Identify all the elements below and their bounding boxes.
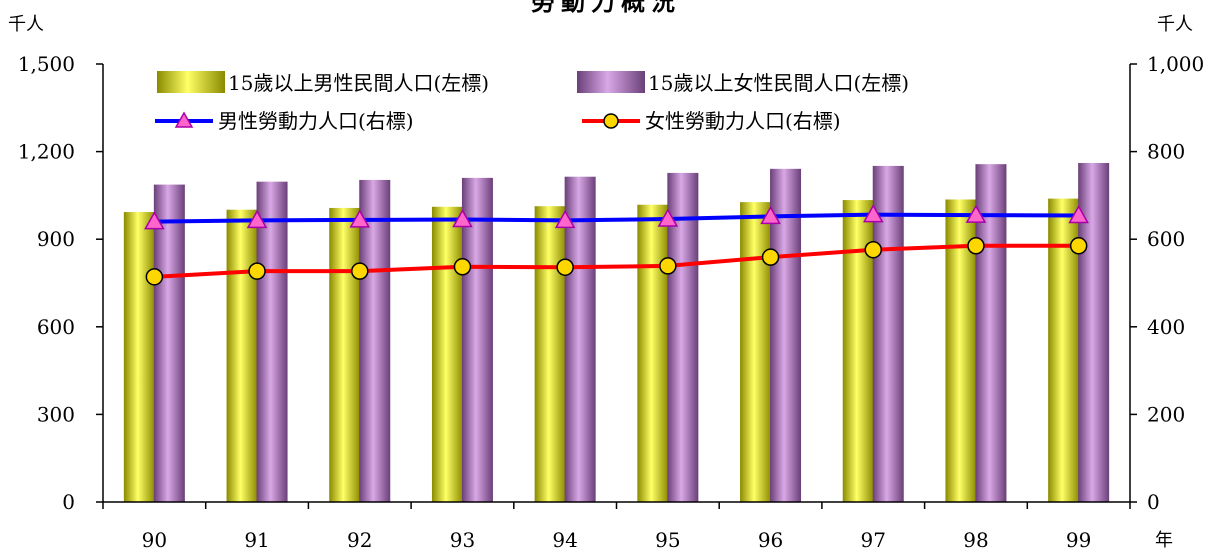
legend-marker-female-labor	[603, 113, 619, 129]
x-tick-label-93: 93	[450, 528, 475, 552]
x-tick-label-94: 94	[552, 528, 577, 552]
marker-female-labor-92	[351, 262, 369, 280]
marker-male-labor-90	[144, 211, 165, 230]
x-tick-label-90: 90	[142, 528, 167, 552]
left-tick-label-0: 0	[62, 490, 75, 514]
marker-male-labor-98	[965, 204, 987, 223]
bars-layer	[123, 162, 1110, 503]
bar-male-population-93	[431, 206, 463, 502]
bar-female-population-92	[359, 179, 391, 502]
marker-male-labor-96	[760, 205, 781, 225]
legend-label-male-population: 15歲以上男性民間人口(左標)	[228, 71, 489, 95]
right-tick-label-600: 600	[1147, 227, 1185, 251]
bar-male-population-92	[329, 207, 361, 502]
marker-male-labor-92	[349, 209, 371, 228]
bar-female-population-95	[667, 172, 699, 502]
legend-marker-male-labor	[174, 111, 194, 128]
bar-male-population-94	[534, 206, 566, 503]
marker-female-labor-97	[864, 240, 882, 259]
left-tick-label-900: 900	[37, 227, 75, 251]
marker-male-labor-95	[657, 208, 679, 227]
lines-layer	[144, 204, 1089, 286]
left-tick-label-600: 600	[37, 315, 75, 339]
bar-male-population-91	[226, 209, 258, 502]
marker-male-labor-99	[1068, 205, 1089, 224]
right-axis-unit: 千人	[1157, 14, 1193, 35]
right-tick-label-800: 800	[1147, 140, 1185, 164]
left-axis-unit: 千人	[8, 14, 44, 35]
marker-male-labor-94	[554, 209, 576, 229]
x-tick-label-98: 98	[963, 528, 988, 552]
marker-female-labor-99	[1069, 237, 1088, 255]
marker-female-labor-93	[453, 258, 472, 276]
left-tick-label-1200: 1,200	[18, 140, 75, 164]
bar-female-population-94	[564, 176, 596, 502]
legend-label-female-labor: 女性勞動力人口(右標)	[645, 109, 841, 133]
legend-swatch-male-population	[157, 71, 225, 93]
marker-male-labor-91	[246, 209, 268, 229]
legend-item-female-population: 15歲以上女性民間人口(左標)	[577, 71, 909, 95]
marker-male-labor-97	[862, 204, 884, 223]
legend-swatch-female-population	[577, 71, 645, 93]
marker-female-labor-94	[556, 258, 574, 276]
legend-label-female-population: 15歲以上女性民間人口(左標)	[648, 71, 909, 95]
right-tick-label-400: 400	[1147, 315, 1185, 339]
bar-female-population-90	[153, 184, 185, 502]
axes-layer: 0 300 600 900 1,200 1,500 0 200 400 600 800 1,000 90…	[18, 52, 1205, 552]
bar-female-population-91	[256, 181, 288, 502]
x-tick-label-92: 92	[347, 528, 372, 552]
bar-male-population-95	[637, 204, 669, 502]
legend-item-female-labor: 女性勞動力人口(右標)	[582, 109, 841, 133]
marker-female-labor-95	[659, 257, 677, 275]
x-tick-label-96: 96	[758, 528, 783, 552]
bar-female-population-93	[461, 177, 493, 502]
legend-label-male-labor: 男性勞動力人口(右標)	[218, 109, 414, 133]
left-tick-label-300: 300	[37, 402, 75, 426]
right-tick-label-1000: 1,000	[1147, 52, 1204, 76]
bar-male-population-96	[740, 202, 772, 502]
x-tick-label-97: 97	[861, 528, 886, 552]
x-tick-label-99: 99	[1066, 528, 1091, 552]
legend: 15歲以上男性民間人口(左標) 15歲以上女性民間人口(左標) 男性勞動力人口(…	[155, 71, 909, 133]
x-axis-unit: 年	[1155, 530, 1173, 551]
marker-male-labor-93	[452, 208, 473, 228]
legend-item-male-population: 15歲以上男性民間人口(左標)	[157, 71, 489, 95]
line-male-labor	[154, 212, 1079, 224]
bar-male-population-90	[123, 212, 155, 502]
marker-female-labor-90	[145, 268, 164, 286]
x-tick-label-91: 91	[244, 528, 269, 552]
legend-item-male-labor: 男性勞動力人口(右標)	[155, 109, 414, 133]
marker-female-labor-96	[761, 248, 780, 266]
marker-female-labor-98	[967, 237, 985, 255]
marker-female-labor-91	[248, 262, 266, 280]
left-tick-label-1500: 1,500	[18, 52, 75, 76]
bar-female-population-96	[770, 168, 802, 502]
line-female-labor	[154, 243, 1079, 279]
right-tick-label-0: 0	[1147, 490, 1160, 514]
x-tick-label-95: 95	[655, 528, 680, 552]
chart-title: 勞動力概況	[531, 0, 681, 16]
right-tick-label-200: 200	[1147, 402, 1185, 426]
